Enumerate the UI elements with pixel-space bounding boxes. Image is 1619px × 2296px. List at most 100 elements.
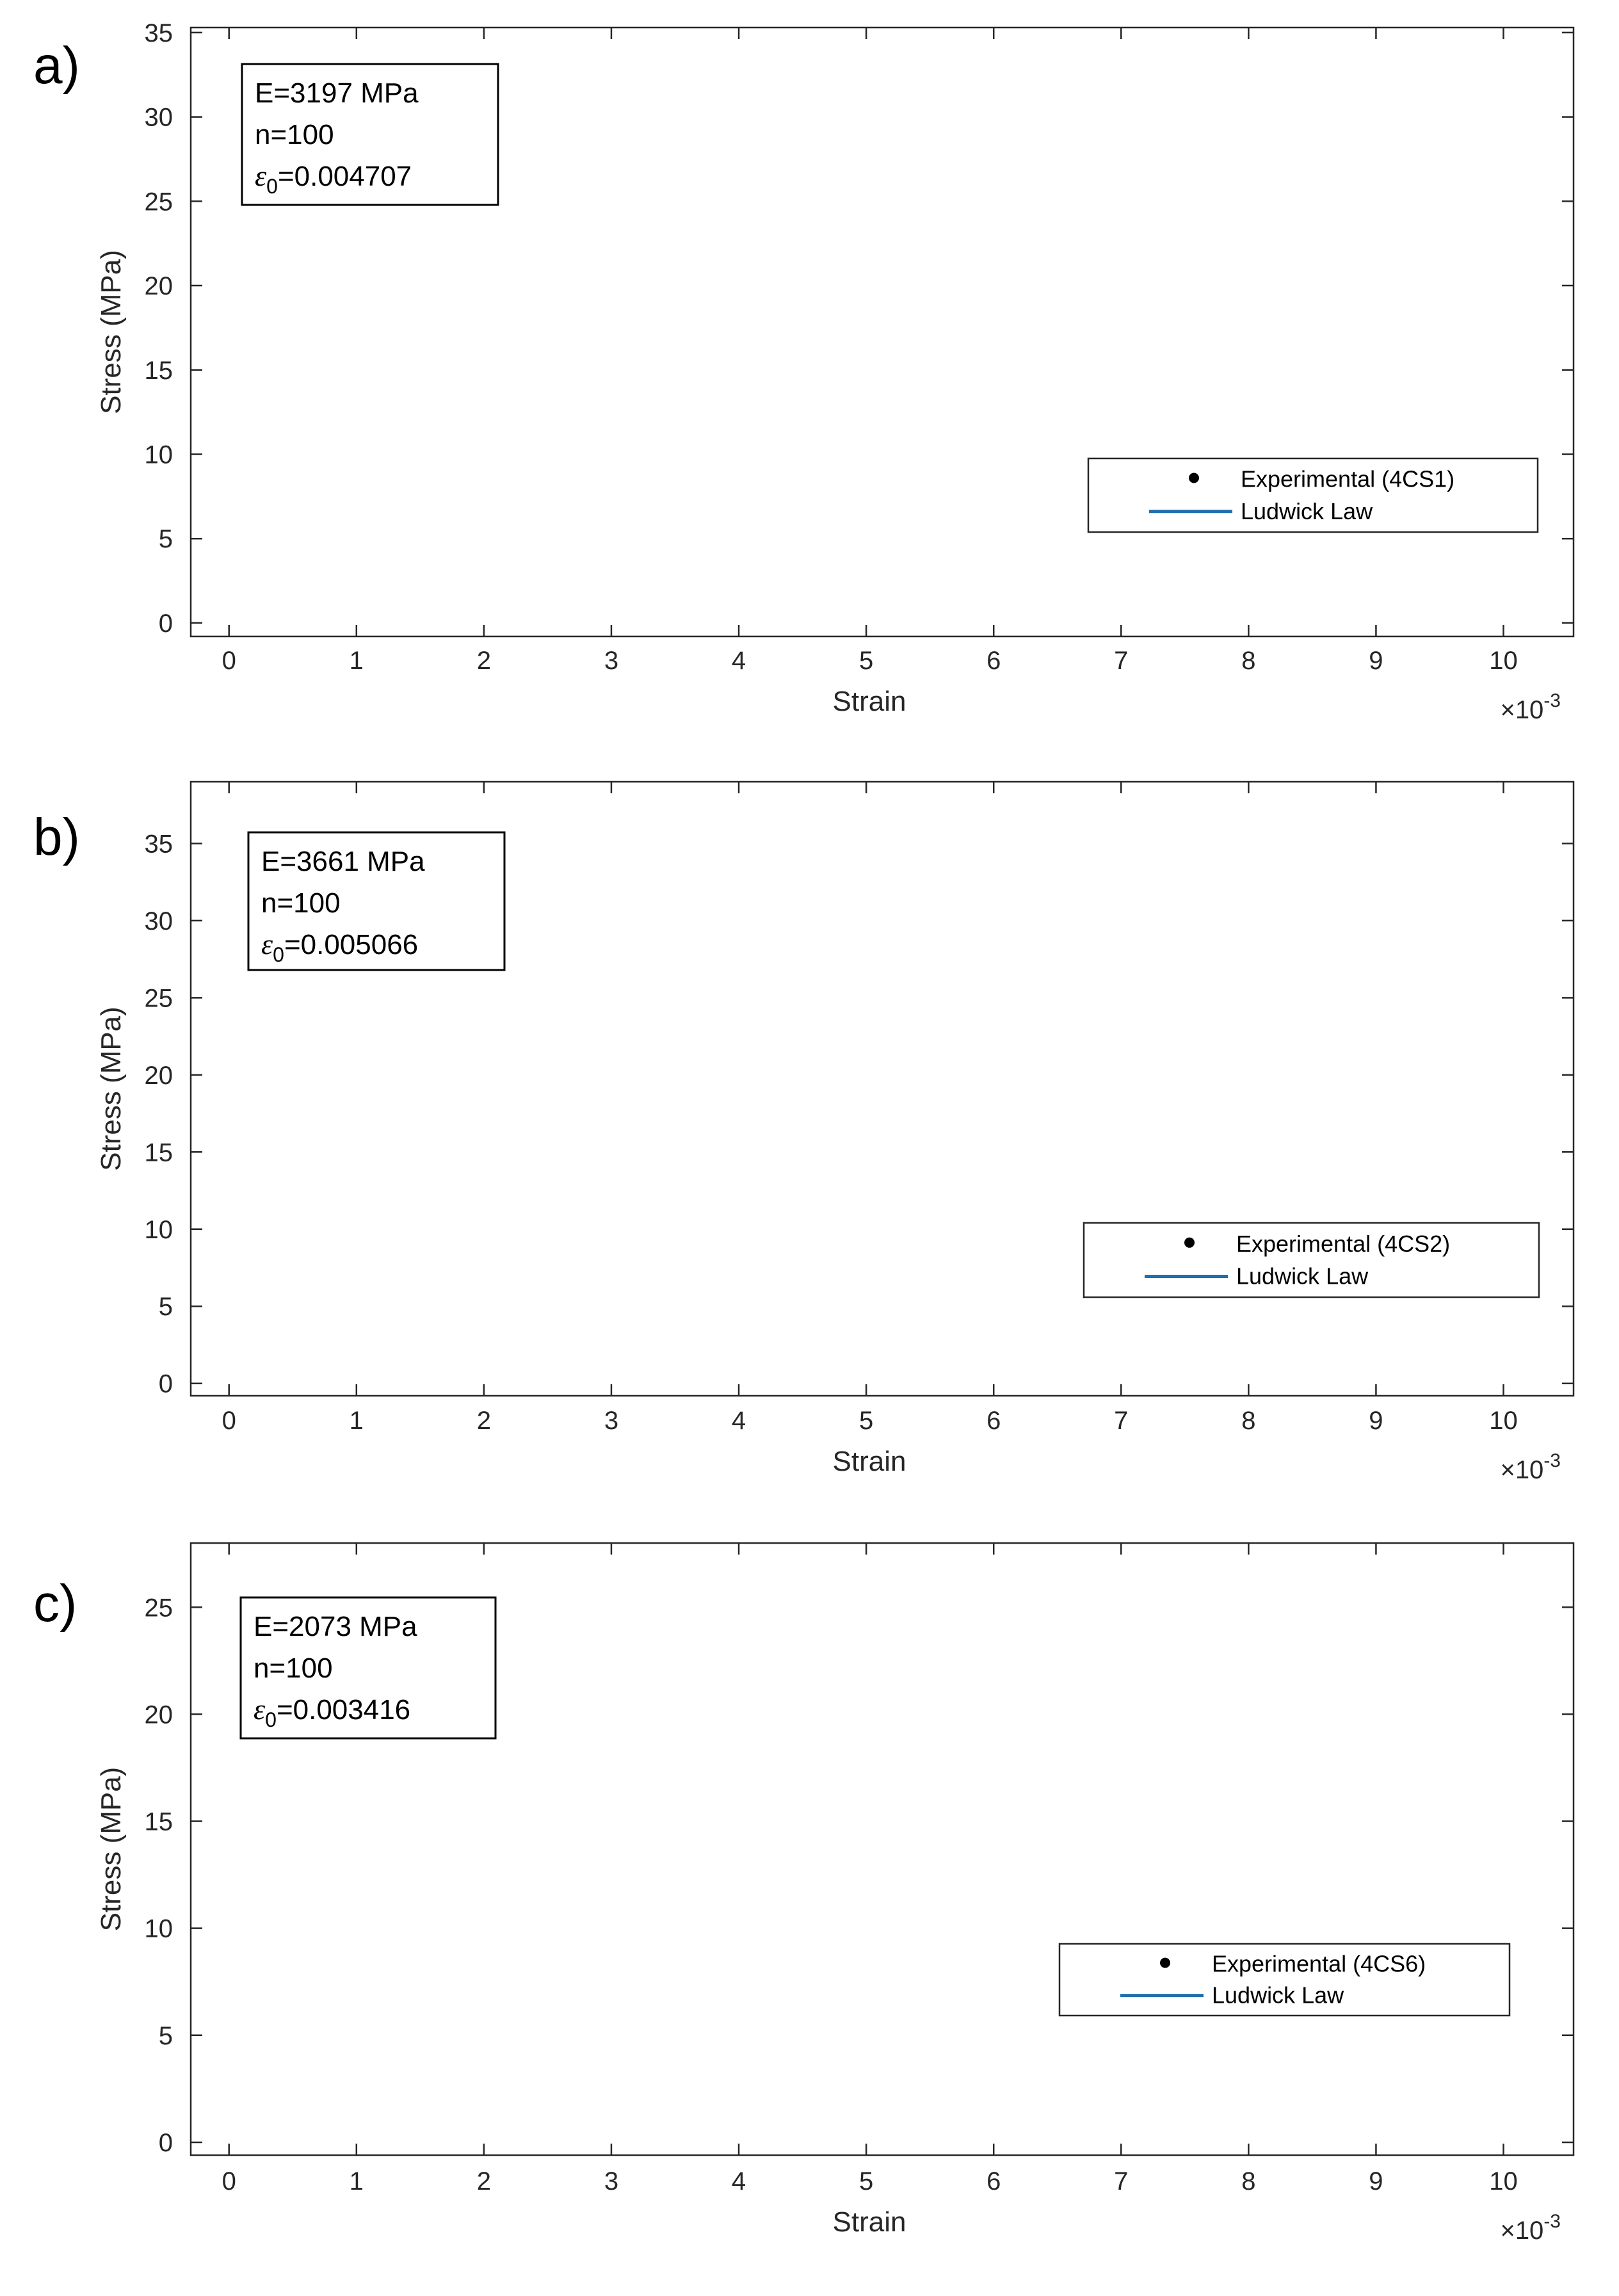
- epsilon-symbol: ε: [261, 928, 273, 960]
- legend-box: [1083, 1222, 1540, 1298]
- y-tick-label: 0: [159, 610, 173, 638]
- y-tick-label: 35: [145, 19, 173, 47]
- y-tick-label: 15: [145, 357, 173, 385]
- legend-label-experimental: Experimental (4CS1): [1241, 466, 1454, 492]
- x-tick-label: 2: [477, 2167, 491, 2195]
- x-multiplier: ×10-3: [1500, 1450, 1561, 1484]
- x-tick-label: 9: [1369, 2167, 1383, 2195]
- y-tick-label: 30: [145, 104, 173, 132]
- x-tick-label: 7: [1114, 1407, 1128, 1435]
- x-tick-label: 5: [859, 2167, 873, 2195]
- legend-label-ludwick: Ludwick Law: [1212, 1982, 1344, 2009]
- y-tick-label: 30: [145, 907, 173, 935]
- x-tick-label: 5: [859, 1407, 873, 1435]
- x-tick-label: 10: [1489, 2167, 1518, 2195]
- annotation-eps0: ε0=0.004707: [255, 159, 412, 198]
- epsilon-value: =0.004707: [278, 161, 412, 192]
- annotation-eps0: ε0=0.003416: [254, 1693, 410, 1731]
- y-tick-label: 25: [145, 1594, 173, 1622]
- y-tick-label: 20: [145, 1062, 173, 1090]
- panel-letter: b): [33, 808, 80, 866]
- legend-label-experimental: Experimental (4CS2): [1236, 1231, 1450, 1257]
- chart-panel-a: 0 1 2 3 4 5 6 7 8 9 10 0 5 10 15 20 25 30 35 Strain Stress (…: [33, 19, 1575, 724]
- x-tick-label: 3: [604, 647, 618, 675]
- x-tick-label: 6: [987, 1407, 1001, 1435]
- legend-label-experimental: Experimental (4CS6): [1212, 1951, 1426, 1977]
- y-tick-label: 15: [145, 1138, 173, 1167]
- y-axis-label: Stress (MPa): [95, 1767, 127, 1932]
- x-tick-label: 1: [350, 2167, 364, 2195]
- x-axis-label: Strain: [833, 1446, 906, 1477]
- annotation-E: E=3661 MPa: [261, 846, 425, 877]
- panel-letter: a): [33, 36, 80, 95]
- x-tick-label: 10: [1489, 1407, 1518, 1435]
- x-multiplier: ×10-3: [1500, 690, 1561, 724]
- x-tick-label: 2: [477, 647, 491, 675]
- x-multiplier-base: ×10: [1500, 1456, 1543, 1484]
- epsilon-value: =0.005066: [284, 929, 418, 960]
- x-axis-label: Strain: [833, 2206, 906, 2238]
- x-axis-label: Strain: [833, 686, 906, 717]
- y-tick-label: 5: [159, 525, 173, 553]
- y-tick-label: 5: [159, 2022, 173, 2050]
- legend-box: [1058, 1943, 1511, 2017]
- x-tick-label: 4: [732, 1407, 746, 1435]
- x-tick-label: 4: [732, 2167, 746, 2195]
- x-tick-label: 9: [1369, 1407, 1383, 1435]
- x-tick-label: 2: [477, 1407, 491, 1435]
- y-tick-label: 35: [145, 830, 173, 858]
- legend-marker-experimental: [1189, 473, 1199, 483]
- annotation-E: E=2073 MPa: [254, 1611, 417, 1642]
- panel-letter: c): [33, 1574, 77, 1633]
- y-tick-label: 10: [145, 441, 173, 469]
- y-tick-label: 15: [145, 1808, 173, 1836]
- y-tick-label: 5: [159, 1293, 173, 1321]
- x-tick-label: 1: [350, 1407, 364, 1435]
- y-tick-label: 10: [145, 1216, 173, 1244]
- y-tick-label: 25: [145, 984, 173, 1012]
- y-tick-label: 10: [145, 1915, 173, 1943]
- parameter-annotation: E=3197 MPa n=100 ε0=0.004707: [241, 63, 499, 206]
- y-tick-label: 20: [145, 272, 173, 300]
- epsilon-subscript: 0: [265, 1708, 277, 1731]
- annotation-box: [239, 1596, 497, 1740]
- epsilon-subscript: 0: [266, 175, 278, 198]
- x-tick-label: 0: [222, 2167, 236, 2195]
- y-tick-label: 20: [145, 1701, 173, 1729]
- y-tick-label: 0: [159, 1370, 173, 1398]
- legend: Experimental (4CS2) Ludwick Law: [1083, 1222, 1540, 1298]
- x-tick-label: 6: [987, 2167, 1001, 2195]
- x-tick-label: 9: [1369, 647, 1383, 675]
- x-tick-label: 8: [1241, 647, 1255, 675]
- x-tick-label: 7: [1114, 2167, 1128, 2195]
- epsilon-subscript: 0: [273, 943, 284, 966]
- x-multiplier-exponent: -3: [1543, 1450, 1561, 1471]
- x-tick-label: 3: [604, 2167, 618, 2195]
- y-axis-label: Stress (MPa): [95, 250, 127, 414]
- x-tick-label: 8: [1241, 2167, 1255, 2195]
- annotation-E: E=3197 MPa: [255, 77, 419, 109]
- x-multiplier-exponent: -3: [1543, 690, 1561, 711]
- epsilon-symbol: ε: [254, 1693, 266, 1726]
- annotation-n: n=100: [254, 1653, 333, 1684]
- x-tick-label: 0: [222, 1407, 236, 1435]
- y-axis-label: Stress (MPa): [95, 1007, 127, 1171]
- annotation-n: n=100: [255, 119, 334, 150]
- x-tick-label: 5: [859, 647, 873, 675]
- x-multiplier-base: ×10: [1500, 2217, 1543, 2245]
- x-multiplier-exponent: -3: [1543, 2211, 1561, 2232]
- chart-panel-b: 0 1 2 3 4 5 6 7 8 9 10 0 5 10 15 20 25 30 35 Strain Stress (…: [33, 780, 1575, 1484]
- x-tick-label: 10: [1489, 647, 1518, 675]
- x-multiplier-base: ×10: [1500, 696, 1543, 724]
- annotation-eps0: ε0=0.005066: [261, 928, 418, 966]
- annotation-box: [241, 63, 499, 206]
- parameter-annotation: E=3661 MPa n=100 ε0=0.005066: [247, 831, 506, 971]
- x-tick-label: 6: [987, 647, 1001, 675]
- parameter-annotation: E=2073 MPa n=100 ε0=0.003416: [239, 1596, 497, 1740]
- annotation-n: n=100: [261, 887, 341, 919]
- y-tick-label: 25: [145, 188, 173, 216]
- x-tick-label: 3: [604, 1407, 618, 1435]
- y-tick-label: 0: [159, 2129, 173, 2157]
